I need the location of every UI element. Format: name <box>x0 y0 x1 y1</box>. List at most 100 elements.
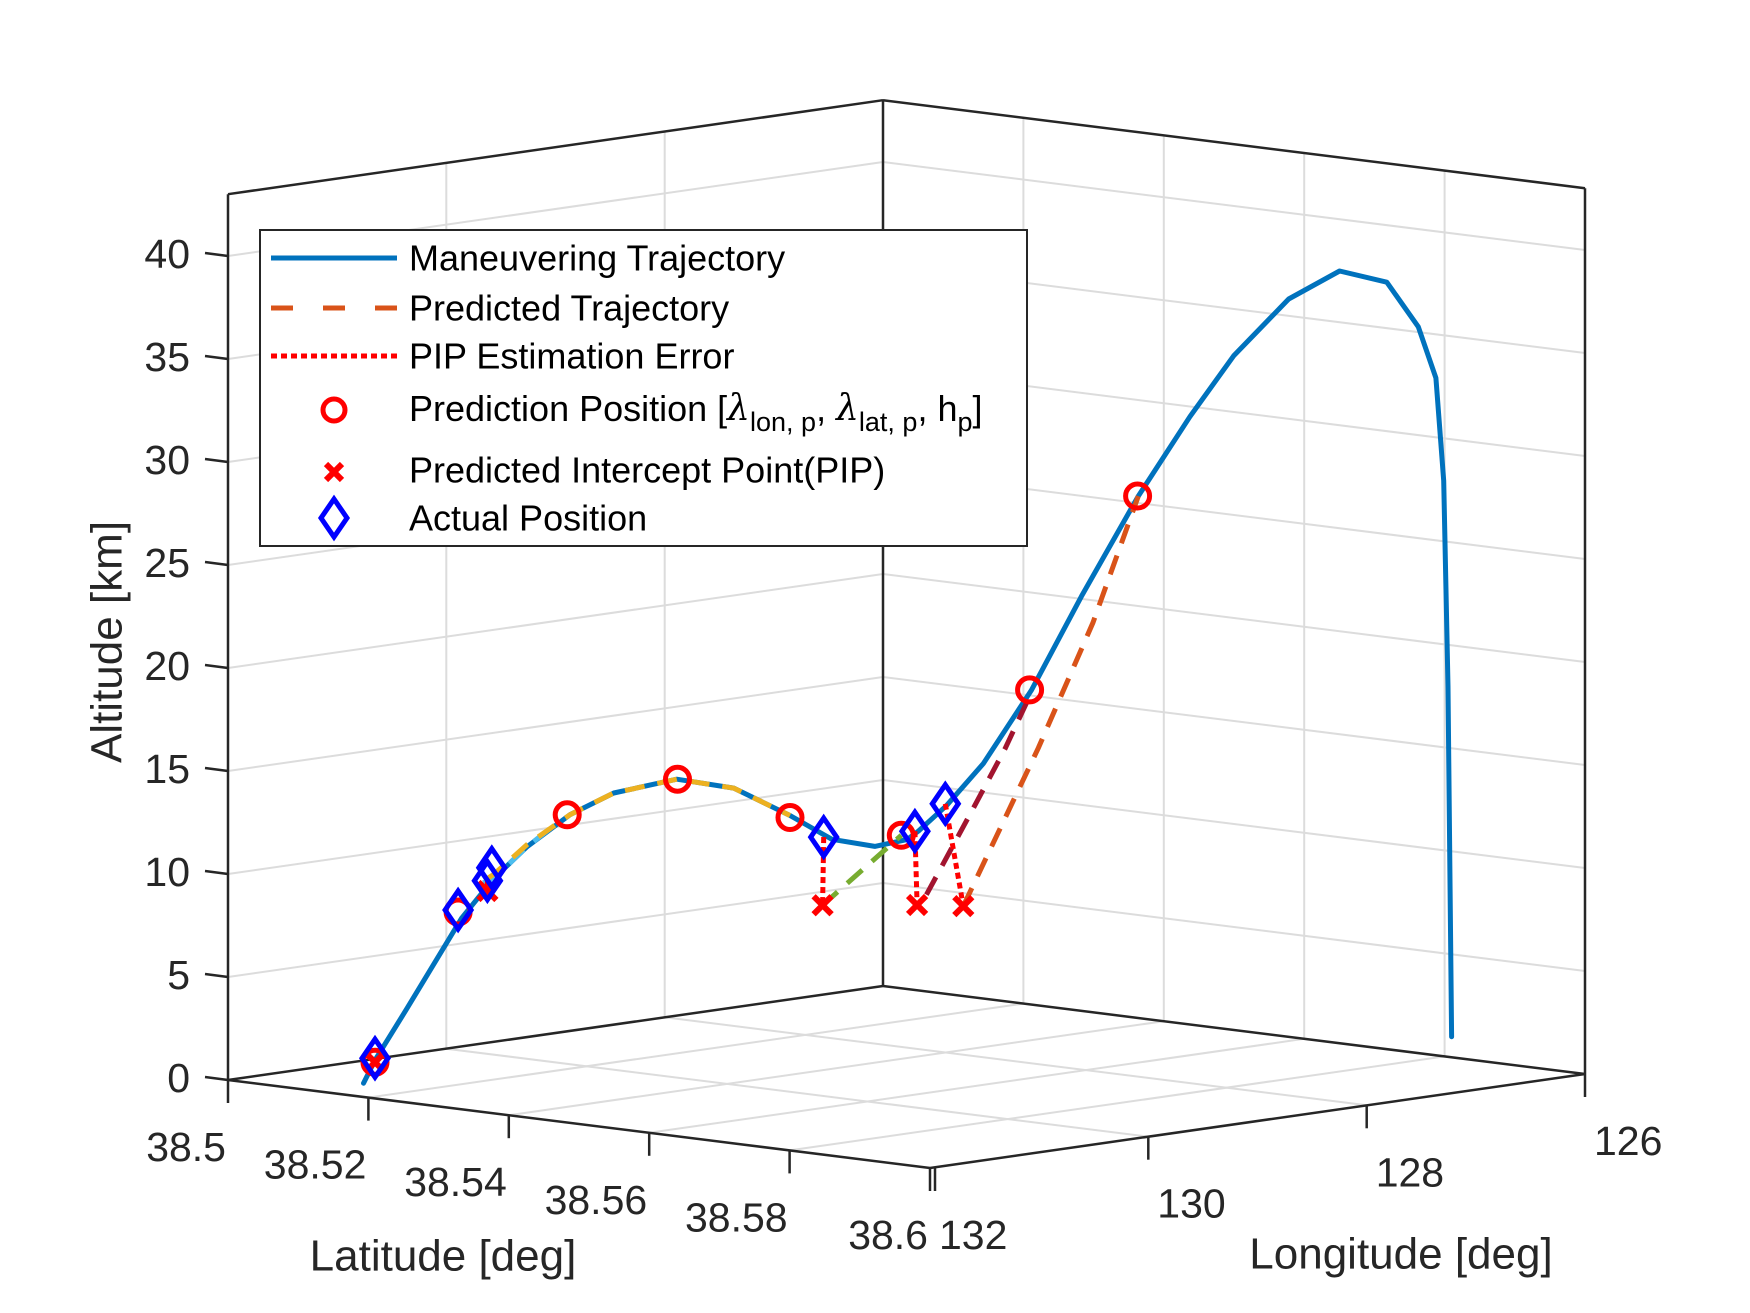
wall-grid-line-alt <box>227 882 884 978</box>
latitude-tick-label: 38.54 <box>404 1159 507 1205</box>
altitude-axis-label: Altitude [km] <box>83 521 132 763</box>
floor-grid-line-lon <box>664 1016 1367 1107</box>
floor-grid-line-lat <box>649 1037 1305 1134</box>
lambda-symbol: λ <box>725 388 750 429</box>
latitude-axis-line <box>227 1078 931 1170</box>
altitude-tick-label: 15 <box>144 746 190 792</box>
longitude-tick-label: 132 <box>939 1212 1007 1258</box>
legend-label: PIP Estimation Error <box>409 336 734 377</box>
wall-grid-line-alt <box>882 573 1586 663</box>
altitude-tick-label: 40 <box>144 231 190 277</box>
box-top-edge <box>227 98 884 196</box>
longitude-axis-line <box>929 1072 1586 1170</box>
actual-position-marker <box>807 813 840 861</box>
wall-grid-line-alt <box>227 676 884 772</box>
wall-grid-line-alt <box>882 161 1586 251</box>
prediction-position-marker <box>886 820 916 850</box>
prediction-position-marker <box>1123 481 1153 511</box>
legend-x-marker-icon <box>323 461 345 483</box>
legend-label: Maneuvering Trajectory <box>409 238 785 279</box>
altitude-tick-label: 20 <box>144 643 190 689</box>
pip-marker <box>952 894 975 918</box>
floor-grid-line-lat <box>508 1020 1164 1117</box>
latitude-tick-label: 38.52 <box>264 1142 367 1188</box>
longitude-tick-label: 130 <box>1157 1181 1225 1227</box>
legend-label: Predicted Intercept Point(PIP) <box>409 450 885 491</box>
latitude-tick-label: 38.6 <box>848 1212 928 1258</box>
pip-estimation-error-line <box>820 837 827 906</box>
legend-item-pip-estimation-error: PIP Estimation Error <box>271 336 734 377</box>
legend-label: Predicted Trajectory <box>409 288 729 329</box>
actual-position-marker <box>475 844 508 892</box>
legend-box <box>259 229 1028 547</box>
wall-grid-line-alt <box>227 573 884 669</box>
pip-estimation-error-line <box>912 831 920 906</box>
pip-estimation-error-line <box>942 803 966 907</box>
latitude-tick-label: 38.5 <box>146 1124 226 1170</box>
altitude-tick-label: 5 <box>167 952 190 998</box>
floor-grid-line-lat <box>789 1055 1445 1152</box>
predicted-trajectory-line <box>924 689 1035 896</box>
altitude-tick-label: 10 <box>144 849 190 895</box>
latitude-axis-label: Latitude [deg] <box>310 1232 577 1281</box>
legend-label: Actual Position <box>409 498 647 539</box>
box-top-edge <box>882 98 1586 190</box>
altitude-tick-mark <box>204 869 229 876</box>
altitude-tick-mark <box>204 354 229 361</box>
longitude-tick-label: 126 <box>1594 1118 1662 1164</box>
prediction-position-marker <box>663 764 692 794</box>
actual-position-marker <box>471 857 504 905</box>
lambda-symbol: λ <box>834 388 859 429</box>
legend-item-predicted-intercept-point: Predicted Intercept Point(PIP) <box>323 450 885 491</box>
legend-label-part: , <box>816 388 836 429</box>
actual-position-marker <box>929 780 962 828</box>
latitude-tick-label: 38.58 <box>685 1194 788 1240</box>
prediction-position-marker <box>1015 675 1045 705</box>
plot-series <box>361 268 1455 1086</box>
latitude-tick-label: 38.56 <box>545 1177 648 1223</box>
plot-markers <box>358 481 1153 1082</box>
altitude-tick-mark <box>204 972 229 979</box>
altitude-tick-mark <box>204 766 229 773</box>
predicted-trajectory-line <box>961 495 1141 908</box>
floor-grid-line-lat <box>368 1002 1024 1099</box>
altitude-tick-mark <box>204 251 229 258</box>
pip-marker <box>811 894 834 917</box>
legend-item-predicted-trajectory: Predicted Trajectory <box>271 288 729 329</box>
floor-back-edge <box>227 984 884 1082</box>
pip-marker-stroke <box>905 893 929 917</box>
legend-label-part: ] <box>973 388 983 429</box>
legend-subscript: lon, p <box>750 407 816 437</box>
legend: Maneuvering Trajectory Predicted Traject… <box>259 229 1028 547</box>
legend-circle-marker-icon <box>320 396 348 424</box>
legend-label-part: , h <box>917 388 957 429</box>
legend-diamond-marker-icon <box>317 494 351 542</box>
predicted-trajectory-line <box>485 776 792 881</box>
altitude-tick-mark <box>204 1075 229 1082</box>
wall-grid-line-alt <box>882 779 1586 869</box>
legend-label: Prediction Position [λlon, p, λlat, p, h… <box>409 388 983 438</box>
legend-item-actual-position: Actual Position <box>317 494 647 542</box>
predicted-trajectory-line <box>820 833 903 908</box>
pip-marker-stroke <box>952 894 975 918</box>
floor-back-edge <box>882 984 1586 1076</box>
prediction-position-marker <box>552 800 582 830</box>
wall-grid-line-alt <box>882 882 1586 972</box>
legend-label-part: Prediction Position [ <box>409 388 727 429</box>
wall-grid-line-alt <box>882 676 1586 766</box>
pip-marker-stroke <box>811 894 834 917</box>
longitude-axis-label: Longitude [deg] <box>1249 1230 1552 1279</box>
altitude-tick-label: 0 <box>167 1055 190 1101</box>
legend-subscript: p <box>957 407 972 437</box>
altitude-tick-label: 30 <box>144 437 190 483</box>
axis-ticks: 0 5 10 15 20 25 30 35 40 38.5 38.52 38.54 38.56 38.58… <box>144 231 1662 1258</box>
actual-position-marker <box>442 886 475 934</box>
actual-position-marker <box>898 807 931 855</box>
longitude-tick-label: 128 <box>1376 1149 1444 1195</box>
legend-item-maneuvering-trajectory: Maneuvering Trajectory <box>271 238 785 279</box>
altitude-tick-label: 25 <box>144 540 190 586</box>
altitude-tick-label: 35 <box>144 334 190 380</box>
pip-marker <box>905 893 929 917</box>
